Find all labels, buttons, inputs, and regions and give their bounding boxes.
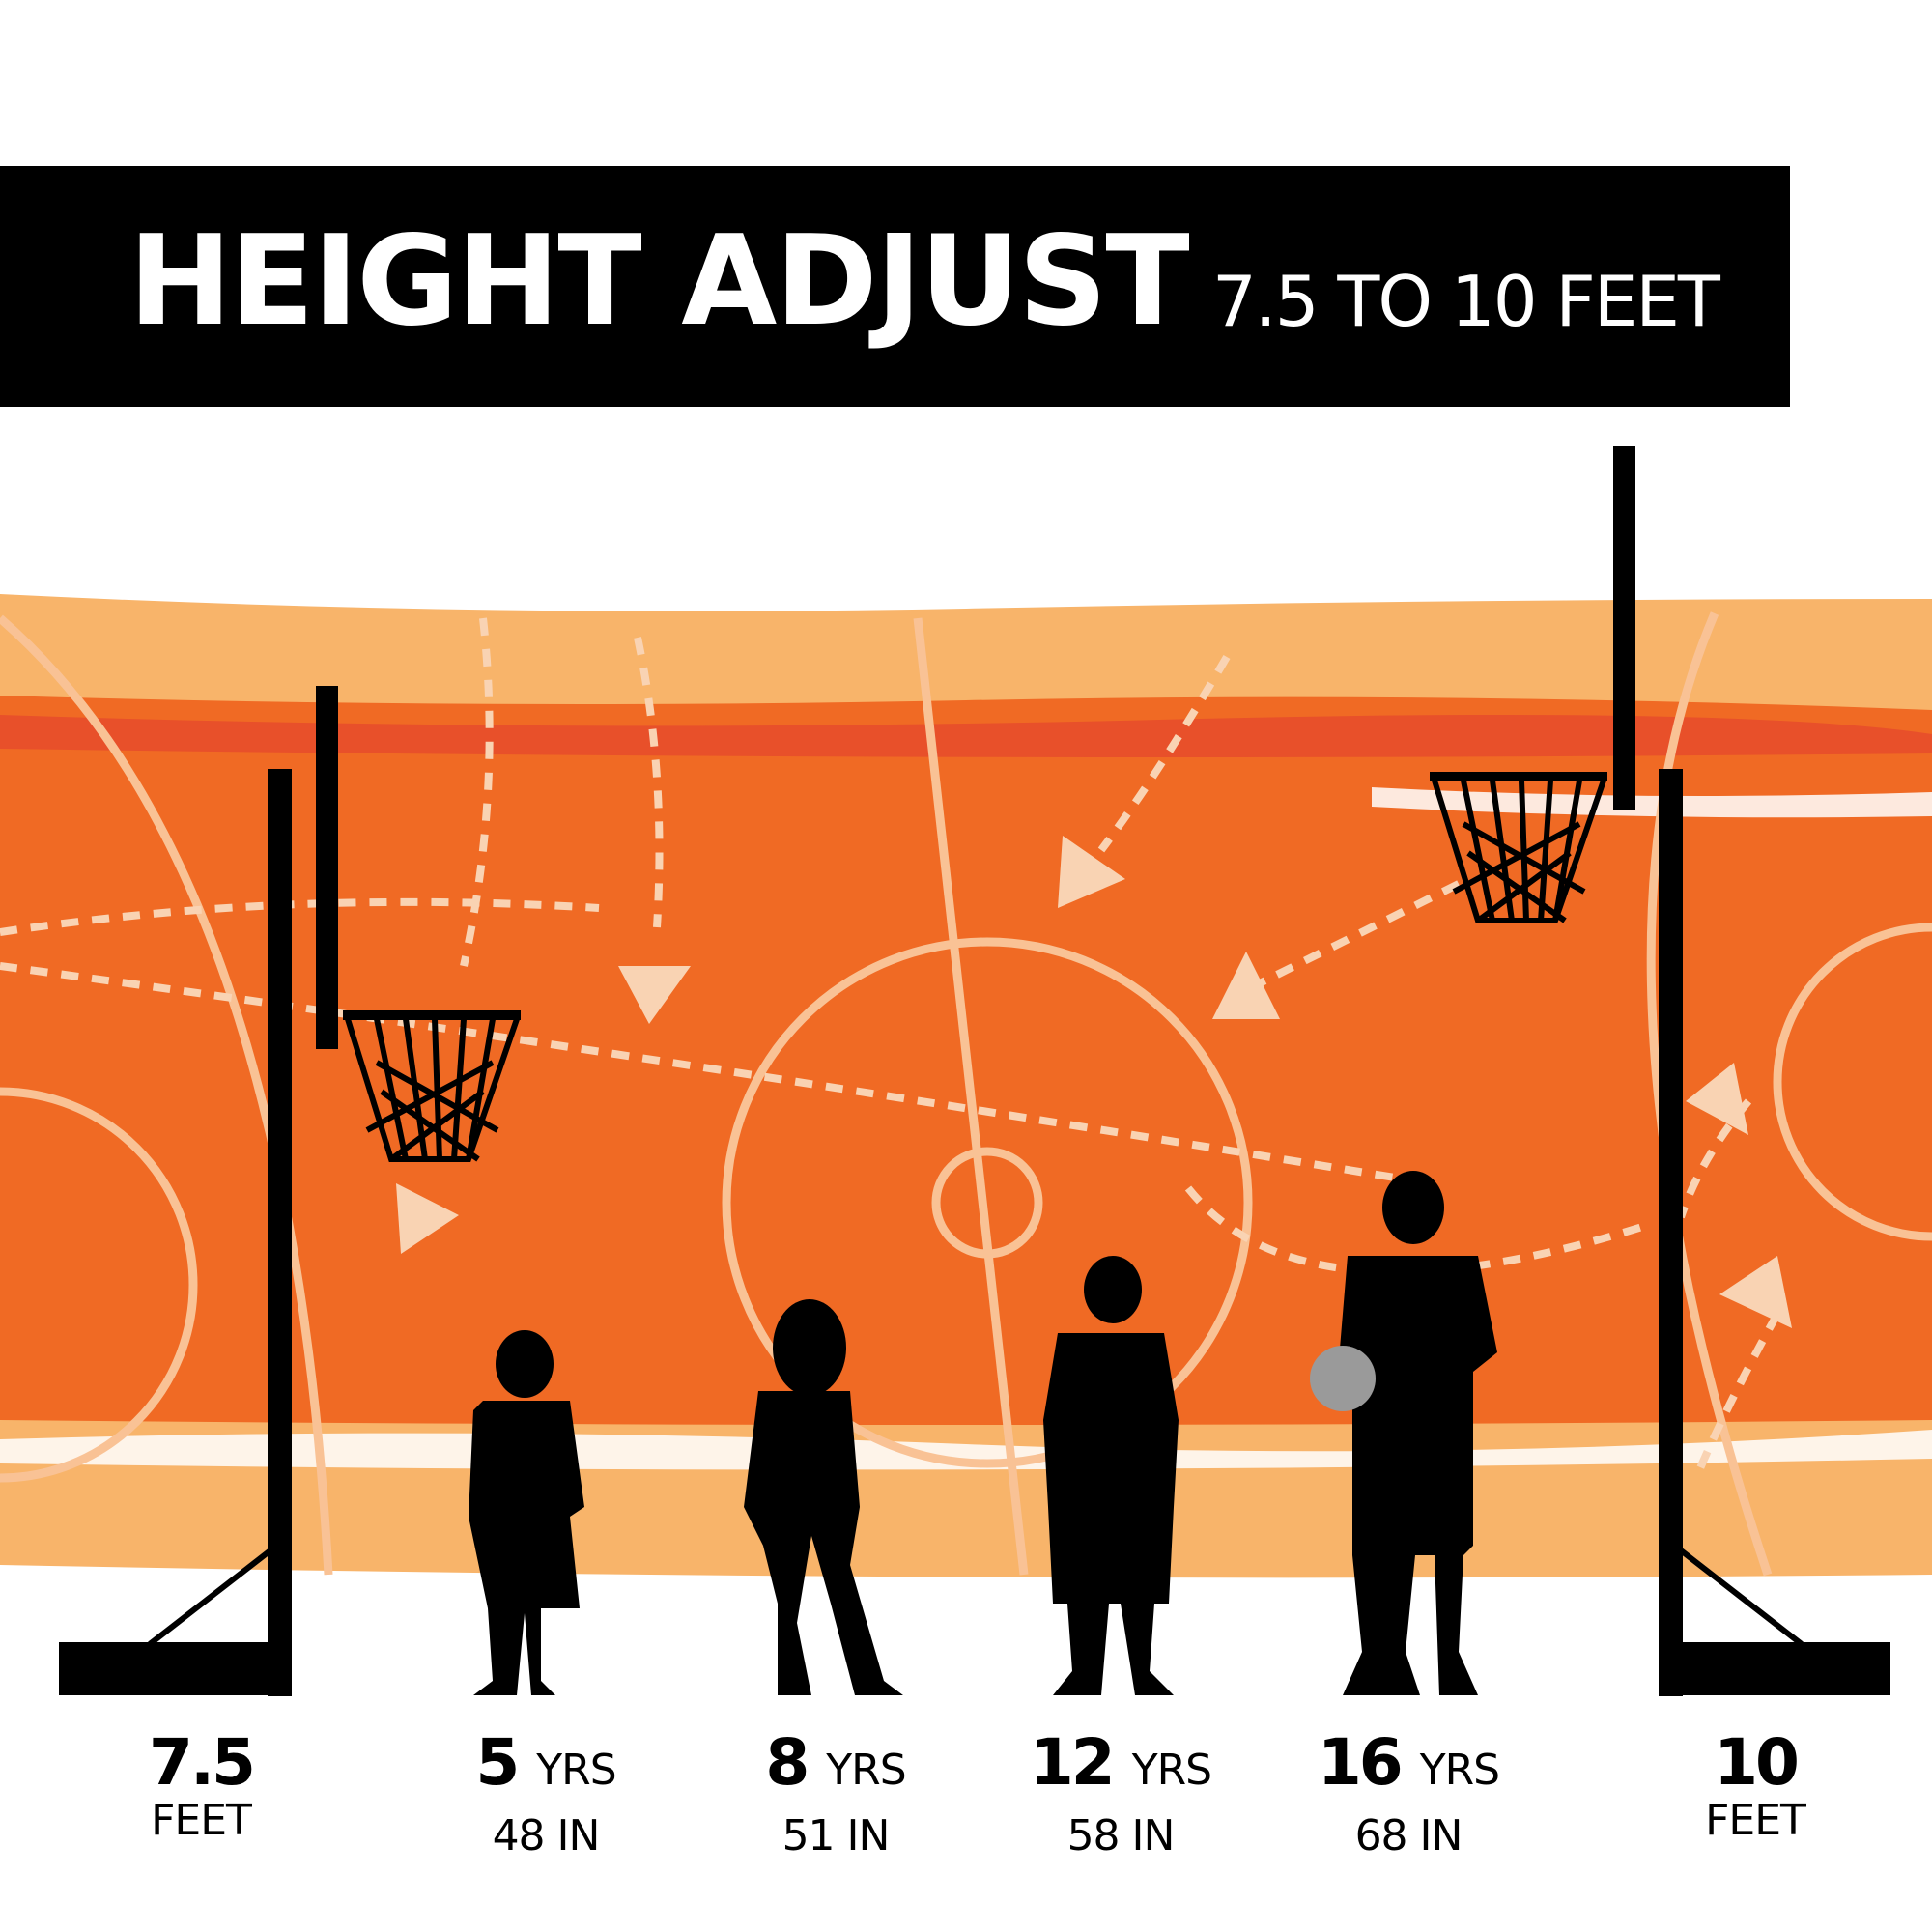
hoop-label-low: 7.5 FEET bbox=[56, 1729, 346, 1845]
person-label: 5 YRS 48 IN bbox=[401, 1729, 691, 1861]
age-value: 16 bbox=[1317, 1725, 1404, 1800]
hoop-label-high: 10 FEET bbox=[1610, 1729, 1900, 1845]
hoop-height-value: 10 bbox=[1714, 1725, 1800, 1800]
court-lines bbox=[0, 611, 1932, 1577]
basketball-icon bbox=[1310, 1346, 1376, 1411]
hoop-10-feet bbox=[1430, 446, 1890, 1696]
hoop-7-5-feet bbox=[59, 686, 521, 1696]
hoop-height-unit: FEET bbox=[1705, 1796, 1806, 1845]
age-unit: YRS bbox=[1131, 1746, 1212, 1795]
person-height: 48 IN bbox=[492, 1811, 601, 1861]
hoop-height-value: 7.5 bbox=[149, 1725, 256, 1800]
title-banner bbox=[0, 166, 1790, 407]
court-white-streak-right bbox=[1372, 787, 1932, 818]
silhouette-12-yrs bbox=[1043, 1256, 1179, 1695]
page-title: HEIGHT ADJUST bbox=[128, 210, 1190, 354]
silhouette-5-yrs bbox=[469, 1330, 584, 1695]
age-value: 5 bbox=[475, 1725, 520, 1800]
net-icon bbox=[1432, 780, 1606, 923]
age-value: 8 bbox=[765, 1725, 810, 1800]
net-icon bbox=[345, 1018, 520, 1162]
age-value: 12 bbox=[1029, 1725, 1116, 1800]
person-height: 51 IN bbox=[781, 1811, 891, 1861]
age-unit: YRS bbox=[536, 1746, 616, 1795]
silhouette-16-yrs bbox=[1338, 1171, 1497, 1695]
arrowheads bbox=[396, 836, 1792, 1328]
person-label: 8 YRS 51 IN bbox=[691, 1729, 980, 1861]
age-unit: YRS bbox=[826, 1746, 906, 1795]
hoop-height-unit: FEET bbox=[151, 1796, 252, 1845]
person-label: 16 YRS 68 IN bbox=[1264, 1729, 1553, 1861]
court-stripe-red bbox=[0, 715, 1932, 757]
person-height: 68 IN bbox=[1354, 1811, 1463, 1861]
person-height: 58 IN bbox=[1066, 1811, 1176, 1861]
silhouette-8-yrs bbox=[744, 1299, 903, 1695]
person-label: 12 YRS 58 IN bbox=[976, 1729, 1265, 1861]
age-unit: YRS bbox=[1419, 1746, 1500, 1795]
page-subtitle: 7.5 TO 10 FEET bbox=[1212, 261, 1720, 342]
